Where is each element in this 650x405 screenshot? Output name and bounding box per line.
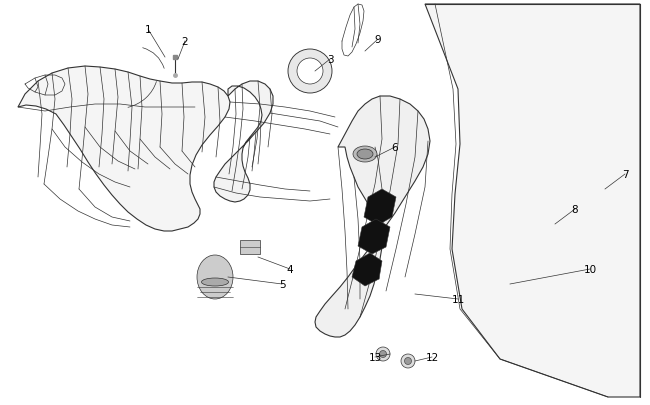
Circle shape bbox=[288, 50, 332, 94]
Polygon shape bbox=[352, 254, 382, 286]
Text: 3: 3 bbox=[327, 55, 333, 65]
Text: 1: 1 bbox=[145, 25, 151, 35]
FancyBboxPatch shape bbox=[240, 241, 260, 254]
Text: 4: 4 bbox=[287, 264, 293, 274]
Text: 9: 9 bbox=[374, 35, 382, 45]
Circle shape bbox=[380, 351, 387, 358]
Ellipse shape bbox=[202, 278, 229, 286]
Text: 2: 2 bbox=[182, 37, 188, 47]
Text: 11: 11 bbox=[451, 294, 465, 304]
Polygon shape bbox=[214, 82, 273, 202]
Text: 7: 7 bbox=[621, 170, 629, 179]
Text: 13: 13 bbox=[369, 352, 382, 362]
Circle shape bbox=[404, 358, 411, 364]
Ellipse shape bbox=[197, 256, 233, 299]
Circle shape bbox=[376, 347, 390, 361]
Text: 6: 6 bbox=[392, 143, 398, 153]
Ellipse shape bbox=[353, 147, 377, 162]
Ellipse shape bbox=[357, 149, 373, 160]
Polygon shape bbox=[364, 190, 396, 226]
Polygon shape bbox=[18, 67, 230, 231]
Polygon shape bbox=[425, 5, 640, 397]
Text: 8: 8 bbox=[572, 205, 578, 215]
Text: 10: 10 bbox=[584, 264, 597, 274]
Circle shape bbox=[297, 59, 323, 85]
Polygon shape bbox=[315, 97, 430, 337]
Polygon shape bbox=[358, 220, 390, 254]
Circle shape bbox=[401, 354, 415, 368]
Text: 5: 5 bbox=[279, 279, 285, 289]
Text: 12: 12 bbox=[425, 352, 439, 362]
